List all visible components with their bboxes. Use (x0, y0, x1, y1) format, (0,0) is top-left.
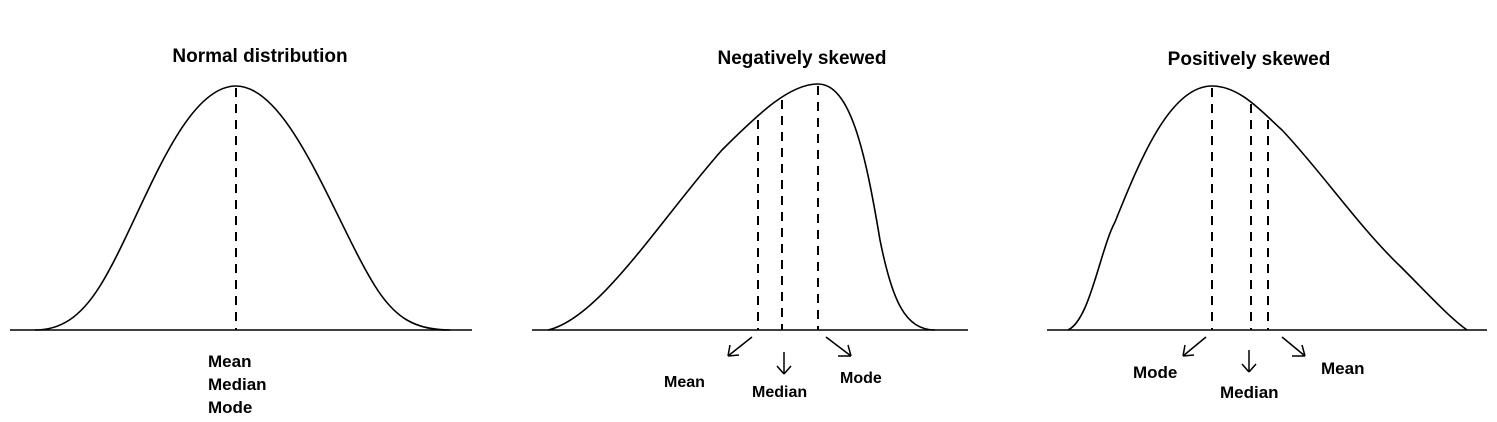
positive-median-arrow (1241, 350, 1257, 373)
negative-mean-arrow (727, 336, 753, 357)
negative-mode-arrow (825, 336, 852, 357)
normal-title: Normal distribution (172, 46, 347, 67)
negative-label-median: Median (752, 384, 807, 401)
positive-label-mean: Mean (1321, 359, 1364, 378)
normal-label-mode: Mode (208, 398, 252, 417)
negative-label-mean: Mean (664, 374, 705, 391)
positive-mean-arrow (1281, 336, 1306, 357)
positive-label-mode: Mode (1133, 363, 1177, 382)
negative-median-arrow (776, 352, 792, 375)
negative-title: Negatively skewed (718, 48, 887, 69)
positive-curve (1067, 85, 1468, 331)
positive-mode-arrow (1182, 336, 1207, 357)
negative-label-mode: Mode (840, 370, 882, 387)
normal-label-mean: Mean (208, 352, 251, 371)
positively-skewed-panel: Positively skewed Mode Median Mean (1047, 49, 1487, 402)
normal-label-median: Median (208, 375, 267, 394)
negatively-skewed-panel: Negatively skewed Mean Median Mode (532, 48, 968, 401)
normal-curve (34, 85, 451, 331)
positive-title: Positively skewed (1168, 49, 1331, 70)
normal-distribution-panel: Normal distribution Mean Median Mode (10, 46, 472, 417)
negative-curve (547, 83, 936, 331)
positive-label-median: Median (1220, 383, 1279, 402)
